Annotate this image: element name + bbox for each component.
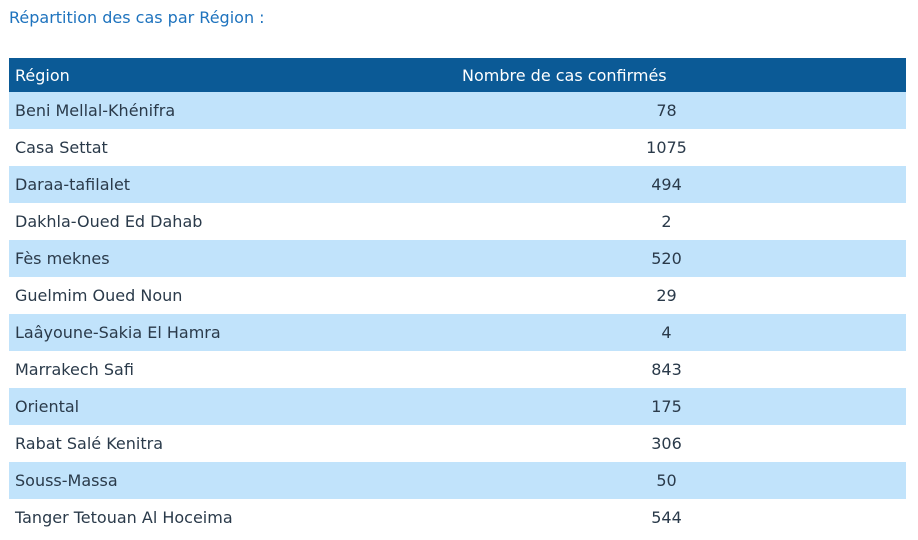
- cell-count: 544: [462, 499, 906, 536]
- cell-region: Tanger Tetouan Al Hoceima: [9, 499, 462, 536]
- table-row: Laâyoune-Sakia El Hamra 4: [9, 314, 906, 351]
- cell-region: Laâyoune-Sakia El Hamra: [9, 314, 462, 351]
- cell-region: Oriental: [9, 388, 462, 425]
- table-header-row: Région Nombre de cas confirmés: [9, 58, 906, 92]
- table-row: Beni Mellal-Khénifra 78: [9, 92, 906, 129]
- header-region: Région: [9, 58, 462, 92]
- table-row: Oriental 175: [9, 388, 906, 425]
- region-cases-table: Région Nombre de cas confirmés Beni Mell…: [9, 58, 906, 536]
- table-row: Rabat Salé Kenitra 306: [9, 425, 906, 462]
- table-body: Beni Mellal-Khénifra 78 Casa Settat 1075…: [9, 92, 906, 536]
- cell-region: Beni Mellal-Khénifra: [9, 92, 462, 129]
- cell-count: 50: [462, 462, 906, 499]
- table-row: Dakhla-Oued Ed Dahab 2: [9, 203, 906, 240]
- cell-count: 78: [462, 92, 906, 129]
- cell-region: Dakhla-Oued Ed Dahab: [9, 203, 462, 240]
- table-row: Fès meknes 520: [9, 240, 906, 277]
- cell-region: Souss-Massa: [9, 462, 462, 499]
- cell-count: 520: [462, 240, 906, 277]
- cell-count: 843: [462, 351, 906, 388]
- table-row: Tanger Tetouan Al Hoceima 544: [9, 499, 906, 536]
- cell-count: 306: [462, 425, 906, 462]
- cell-count: 4: [462, 314, 906, 351]
- section-title: Répartition des cas par Région :: [9, 8, 265, 27]
- cell-region: Rabat Salé Kenitra: [9, 425, 462, 462]
- table-header: Région Nombre de cas confirmés: [9, 58, 906, 92]
- cell-count: 494: [462, 166, 906, 203]
- cell-region: Daraa-tafilalet: [9, 166, 462, 203]
- cell-region: Marrakech Safi: [9, 351, 462, 388]
- cell-count: 1075: [462, 129, 906, 166]
- table-row: Casa Settat 1075: [9, 129, 906, 166]
- cell-count: 175: [462, 388, 906, 425]
- table-row: Guelmim Oued Noun 29: [9, 277, 906, 314]
- table-row: Marrakech Safi 843: [9, 351, 906, 388]
- cell-count: 29: [462, 277, 906, 314]
- header-count: Nombre de cas confirmés: [462, 58, 906, 92]
- cell-region: Casa Settat: [9, 129, 462, 166]
- cell-region: Guelmim Oued Noun: [9, 277, 462, 314]
- table-row: Souss-Massa 50: [9, 462, 906, 499]
- table-row: Daraa-tafilalet 494: [9, 166, 906, 203]
- cell-region: Fès meknes: [9, 240, 462, 277]
- cell-count: 2: [462, 203, 906, 240]
